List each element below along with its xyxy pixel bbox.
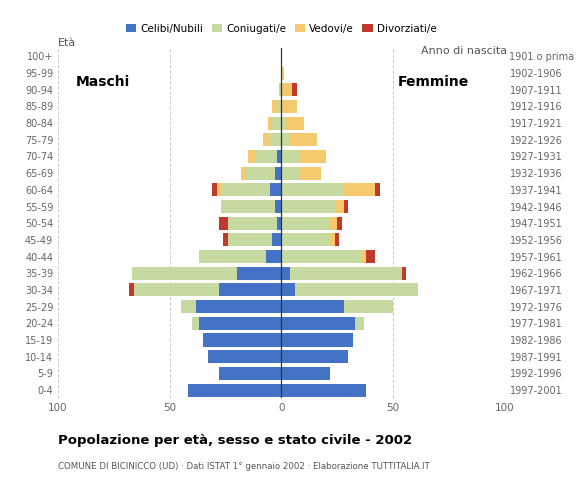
Bar — [223, 233, 228, 246]
Bar — [290, 133, 317, 146]
Bar — [281, 317, 355, 330]
Bar — [273, 100, 277, 113]
Bar — [181, 300, 197, 313]
Bar — [331, 216, 337, 230]
Bar — [281, 283, 295, 297]
Bar — [241, 167, 245, 180]
Bar — [199, 250, 266, 263]
Bar — [292, 83, 297, 96]
Bar — [281, 384, 366, 396]
Bar — [270, 133, 281, 146]
Bar — [219, 216, 228, 230]
Bar — [355, 317, 364, 330]
Bar — [219, 283, 281, 297]
Bar — [216, 183, 221, 196]
Bar — [281, 267, 290, 280]
Bar — [331, 233, 335, 246]
Bar — [290, 267, 402, 280]
Bar — [197, 300, 281, 313]
Bar — [366, 250, 375, 263]
Bar — [281, 216, 331, 230]
Bar — [402, 267, 407, 280]
Bar — [375, 183, 379, 196]
Bar — [263, 133, 270, 146]
Bar — [281, 183, 344, 196]
Bar — [281, 150, 299, 163]
Bar — [337, 216, 342, 230]
Bar — [273, 117, 281, 130]
Bar — [219, 367, 281, 380]
Bar — [212, 183, 216, 196]
Bar — [286, 117, 304, 130]
Bar — [277, 216, 281, 230]
Bar — [248, 150, 255, 163]
Bar — [245, 167, 274, 180]
Legend: Celibi/Nubili, Coniugati/e, Vedovi/e, Divorziati/e: Celibi/Nubili, Coniugati/e, Vedovi/e, Di… — [122, 20, 441, 38]
Text: Femmine: Femmine — [397, 75, 469, 89]
Bar — [362, 250, 366, 263]
Bar — [281, 133, 290, 146]
Bar — [270, 183, 281, 196]
Bar — [268, 117, 273, 130]
Bar — [228, 233, 273, 246]
Bar — [274, 200, 281, 213]
Bar — [344, 300, 393, 313]
Bar — [228, 216, 277, 230]
Bar — [281, 233, 331, 246]
Text: Età: Età — [58, 38, 76, 48]
Text: COMUNE DI BICINICCO (UD) · Dati ISTAT 1° gennaio 2002 · Elaborazione TUTTITALIA.: COMUNE DI BICINICCO (UD) · Dati ISTAT 1°… — [58, 462, 430, 471]
Bar — [187, 384, 281, 396]
Bar — [295, 283, 418, 297]
Bar — [277, 100, 281, 113]
Bar — [266, 250, 281, 263]
Bar — [221, 183, 270, 196]
Bar — [299, 167, 321, 180]
Bar — [281, 300, 344, 313]
Bar — [281, 67, 284, 80]
Text: Anno di nascita: Anno di nascita — [422, 46, 508, 56]
Bar — [335, 200, 344, 213]
Bar — [208, 350, 281, 363]
Bar — [281, 167, 299, 180]
Bar — [344, 183, 375, 196]
Bar — [299, 150, 326, 163]
Text: Popolazione per età, sesso e stato civile - 2002: Popolazione per età, sesso e stato civil… — [58, 434, 412, 447]
Bar — [281, 250, 362, 263]
Bar — [237, 267, 281, 280]
Bar — [199, 317, 281, 330]
Bar — [281, 117, 286, 130]
Text: Maschi: Maschi — [76, 75, 130, 89]
Bar — [344, 200, 348, 213]
Bar — [281, 350, 348, 363]
Bar — [277, 150, 281, 163]
Bar — [192, 317, 199, 330]
Bar — [132, 267, 237, 280]
Bar — [255, 150, 277, 163]
Bar — [274, 167, 281, 180]
Bar — [281, 83, 292, 96]
Bar — [279, 83, 281, 96]
Bar — [281, 367, 331, 380]
Bar — [281, 334, 353, 347]
Bar — [221, 200, 274, 213]
Bar — [281, 100, 297, 113]
Bar — [273, 233, 281, 246]
Bar — [203, 334, 281, 347]
Bar — [129, 283, 134, 297]
Bar — [281, 200, 335, 213]
Bar — [134, 283, 219, 297]
Bar — [335, 233, 339, 246]
